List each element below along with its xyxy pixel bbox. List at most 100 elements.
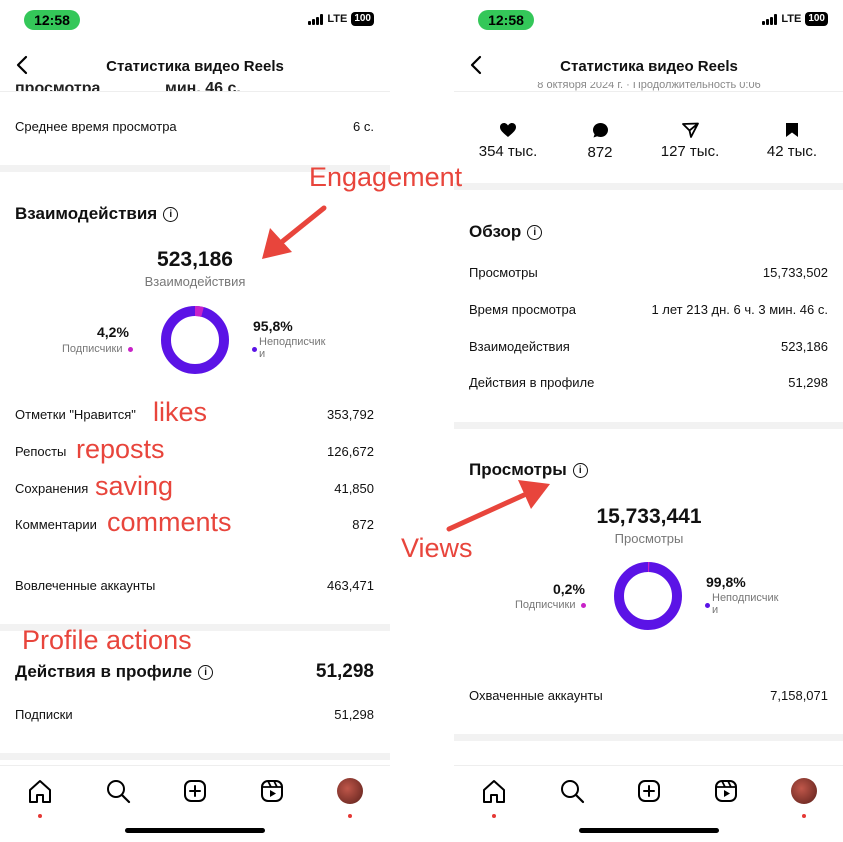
engagement-total: 523,186 <box>157 248 233 271</box>
tab-search[interactable] <box>557 776 587 806</box>
back-button[interactable] <box>464 52 490 78</box>
bookmark-icon <box>786 123 798 137</box>
tab-home[interactable] <box>479 776 509 818</box>
donut-followers <box>614 562 682 630</box>
tab-profile[interactable] <box>789 776 819 818</box>
page-title: Статистика видео Reels <box>106 58 284 75</box>
comments-stat: 872 <box>566 122 634 161</box>
network-label: LTE <box>327 13 348 25</box>
annotation-reposts: reposts <box>76 434 165 464</box>
profile-actions-value: 51,298 <box>788 375 828 390</box>
followers-label: Подписчики <box>515 599 586 611</box>
donut-followers <box>161 306 229 374</box>
reposts-value: 126,672 <box>327 444 374 459</box>
info-icon[interactable]: i <box>527 225 543 241</box>
annotation-views: Views <box>401 533 473 563</box>
views-label: Просмотры <box>469 265 538 280</box>
annotation-likes: likes <box>153 397 208 427</box>
nonfollowers-dot <box>705 603 710 608</box>
back-button[interactable] <box>10 52 36 78</box>
avatar <box>337 778 363 804</box>
annotation-saving: saving <box>95 471 174 501</box>
signal-icon <box>308 13 324 25</box>
tab-bar <box>0 765 390 842</box>
profile-actions-title: Действия в профиле i <box>15 662 214 682</box>
avg-watch-value: 6 с. <box>353 119 374 134</box>
tab-create[interactable] <box>180 776 210 806</box>
left-screen: 12:58 LTE 100 Статистика видео Reels про… <box>0 0 390 842</box>
nonfollowers-label: Неподписчик и <box>712 592 779 616</box>
watch-time-value: 1 лет 213 дн. 6 ч. 3 мин. 46 с. <box>651 302 828 317</box>
info-icon[interactable]: i <box>572 463 588 479</box>
reach-value: 7,158,071 <box>770 688 828 703</box>
network-label: LTE <box>781 13 802 25</box>
info-icon[interactable]: i <box>163 207 179 223</box>
header: Статистика видео Reels <box>454 50 843 84</box>
engaged-accounts-label: Вовлеченные аккаунты <box>15 578 156 593</box>
heart-icon <box>500 123 516 137</box>
interactions-value: 523,186 <box>781 339 828 354</box>
chevron-left-icon <box>16 55 28 75</box>
saves-label: Сохранения <box>15 481 89 496</box>
views-total-label: Просмотры <box>614 531 684 546</box>
create-icon <box>638 780 660 802</box>
saves-stat: 42 тыс. <box>756 122 828 160</box>
status-time: 12:58 <box>24 10 80 30</box>
comments-value: 872 <box>352 517 374 532</box>
likes-stat: 354 тыс. <box>474 122 542 160</box>
signal-icon <box>762 13 778 25</box>
battery-icon: 100 <box>351 12 374 26</box>
followers-pct: 4,2% <box>97 324 129 340</box>
scrolled-text: просмотра <box>15 80 101 92</box>
right-screen: 12:58 LTE 100 Статистика видео Reels 8 о… <box>454 0 843 842</box>
annotation-profile-actions: Profile actions <box>22 625 192 655</box>
create-icon <box>184 780 206 802</box>
engagement-section-title: Взаимодействия i <box>15 204 179 224</box>
tab-create[interactable] <box>634 776 664 806</box>
avatar <box>791 778 817 804</box>
tab-profile[interactable] <box>335 776 365 818</box>
followers-label: Подписчики <box>62 343 133 355</box>
tab-search[interactable] <box>103 776 133 806</box>
engagement-donut <box>161 306 229 374</box>
share-icon <box>681 122 699 138</box>
overview-title: Обзор i <box>469 222 543 242</box>
reposts-label: Репосты <box>15 444 67 459</box>
followers-pct: 0,2% <box>553 581 585 597</box>
scrolled-text: мин. 46 с. <box>165 80 241 92</box>
nonfollowers-dot <box>252 347 257 352</box>
follows-value: 51,298 <box>334 707 374 722</box>
tab-reels[interactable] <box>257 776 287 806</box>
followers-dot <box>127 346 133 352</box>
status-bar: 12:58 LTE 100 <box>454 8 843 32</box>
views-section-title: Просмотры i <box>469 460 588 480</box>
chevron-left-icon <box>470 55 482 75</box>
home-icon <box>29 780 51 803</box>
header: Статистика видео Reels <box>0 50 390 84</box>
views-donut <box>614 562 682 630</box>
reach-label: Охваченные аккаунты <box>469 688 603 703</box>
nonfollowers-pct: 95,8% <box>253 318 293 334</box>
reels-icon <box>261 780 283 802</box>
views-total: 15,733,441 <box>596 505 702 528</box>
page-title: Статистика видео Reels <box>560 58 738 75</box>
saves-value: 41,850 <box>334 481 374 496</box>
status-time: 12:58 <box>478 10 534 30</box>
tab-reels[interactable] <box>711 776 741 806</box>
shares-stat: 127 тыс. <box>654 122 726 160</box>
profile-actions-label: Действия в профиле <box>469 375 595 390</box>
likes-label: Отметки "Нравится" <box>15 407 136 422</box>
views-value: 15,733,502 <box>762 265 828 280</box>
search-icon <box>561 780 585 804</box>
profile-actions-total: 51,298 <box>315 661 374 682</box>
reels-icon <box>715 780 737 802</box>
search-icon <box>107 780 131 804</box>
avg-watch-label: Среднее время просмотра <box>15 119 177 134</box>
donut-nonfollowers <box>161 306 229 374</box>
tab-home[interactable] <box>25 776 55 818</box>
follows-label: Подписки <box>15 707 73 722</box>
annotation-comments: comments <box>107 507 232 537</box>
engaged-accounts-value: 463,471 <box>327 578 374 593</box>
info-icon[interactable]: i <box>198 665 214 681</box>
interactions-label: Взаимодействия <box>469 339 570 354</box>
